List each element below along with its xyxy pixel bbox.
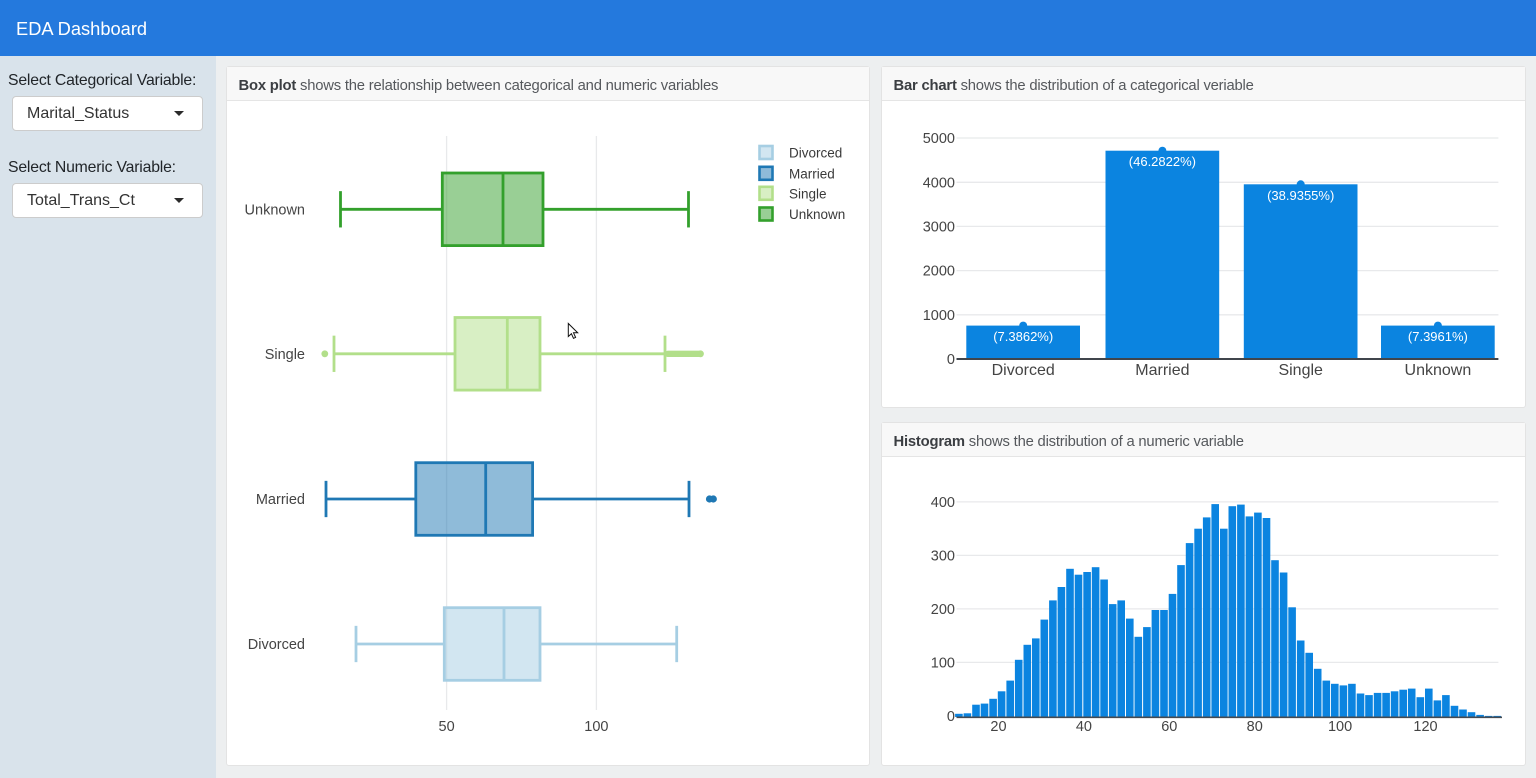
svg-text:100: 100: [931, 655, 955, 671]
svg-text:20: 20: [990, 719, 1006, 735]
svg-text:400: 400: [931, 495, 955, 511]
svg-text:60: 60: [1161, 719, 1177, 735]
svg-text:100: 100: [584, 719, 608, 735]
svg-text:100: 100: [1328, 719, 1352, 735]
svg-text:(38.9355%): (38.9355%): [1267, 188, 1334, 203]
svg-text:(7.3862%): (7.3862%): [993, 329, 1053, 344]
svg-text:3000: 3000: [923, 219, 955, 235]
svg-text:Single: Single: [1278, 362, 1323, 379]
svg-text:Unknown: Unknown: [1405, 362, 1472, 379]
svg-text:200: 200: [931, 602, 955, 618]
svg-text:40: 40: [1076, 719, 1092, 735]
svg-text:(46.2822%): (46.2822%): [1129, 154, 1196, 169]
svg-text:Unknown: Unknown: [789, 207, 845, 222]
svg-text:Married: Married: [789, 166, 835, 181]
svg-text:Married: Married: [256, 492, 305, 508]
svg-text:2000: 2000: [923, 264, 955, 280]
svg-text:Married: Married: [1135, 362, 1189, 379]
svg-text:1000: 1000: [923, 308, 955, 324]
svg-text:0: 0: [947, 352, 955, 368]
svg-text:4000: 4000: [923, 175, 955, 191]
svg-text:Divorced: Divorced: [248, 637, 305, 653]
svg-text:5000: 5000: [923, 131, 955, 147]
svg-text:50: 50: [439, 719, 455, 735]
svg-text:Divorced: Divorced: [789, 146, 842, 161]
svg-text:300: 300: [931, 548, 955, 564]
svg-text:Single: Single: [265, 347, 305, 363]
svg-text:0: 0: [947, 709, 955, 725]
svg-text:80: 80: [1247, 719, 1263, 735]
svg-text:120: 120: [1413, 719, 1437, 735]
svg-text:Single: Single: [789, 186, 827, 201]
svg-text:Unknown: Unknown: [245, 202, 305, 218]
svg-text:Divorced: Divorced: [992, 362, 1055, 379]
svg-text:(7.3961%): (7.3961%): [1408, 329, 1468, 344]
